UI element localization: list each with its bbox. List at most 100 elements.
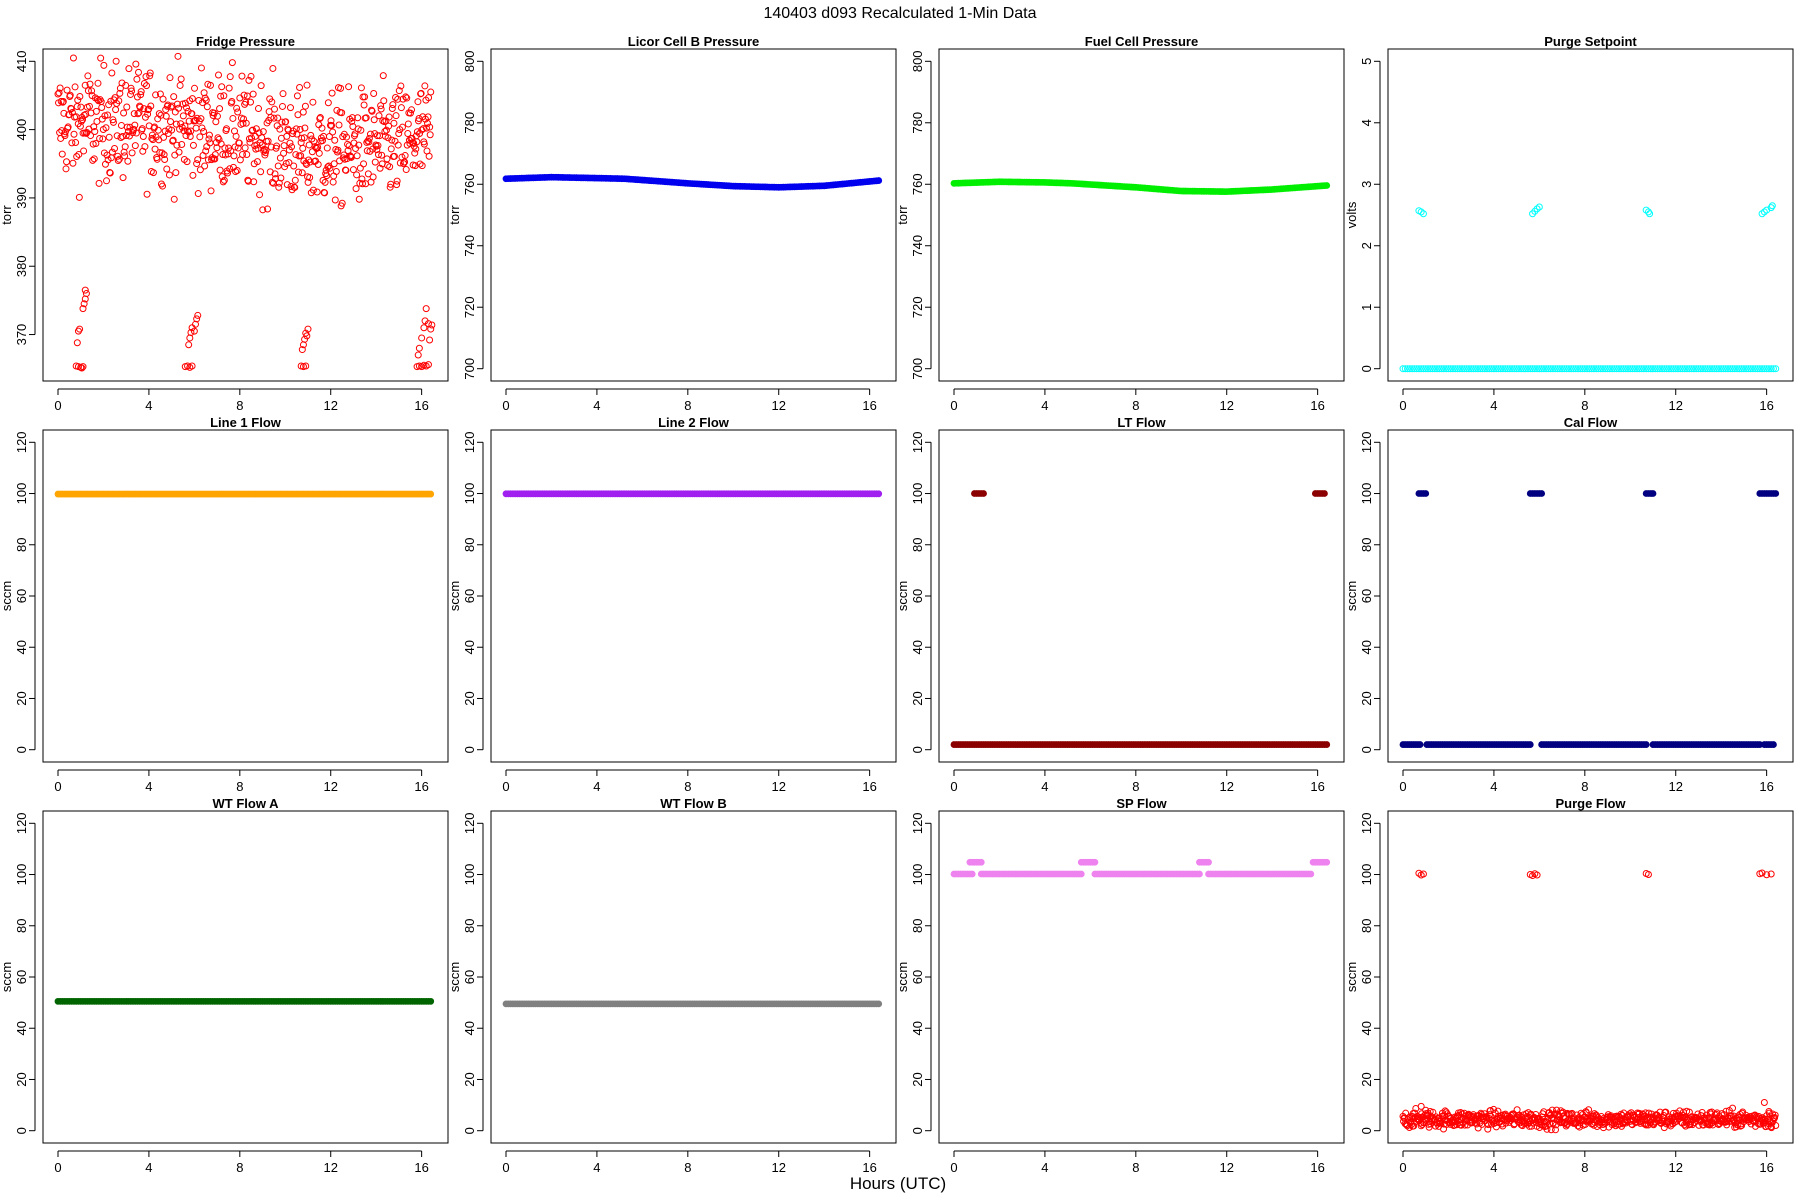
data-point <box>1547 365 1555 373</box>
y-tick-label: 2 <box>1359 242 1374 249</box>
data-point <box>68 139 76 147</box>
data-point <box>357 84 365 92</box>
panel-title: Fridge Pressure <box>196 34 295 49</box>
x-tick-label: 8 <box>684 1160 691 1175</box>
data-point <box>190 327 198 335</box>
data-point <box>416 130 424 138</box>
data-point <box>211 155 219 163</box>
data-point <box>1451 365 1459 373</box>
data-point <box>1669 365 1677 373</box>
data-point <box>1738 1122 1746 1130</box>
data-point <box>218 173 226 181</box>
data-point <box>268 98 276 106</box>
data-point <box>282 118 290 126</box>
data-point <box>370 116 378 124</box>
data-point <box>427 490 435 498</box>
data-point <box>276 125 284 133</box>
data-point <box>58 150 66 158</box>
data-point <box>149 169 157 177</box>
data-point <box>1644 365 1652 373</box>
data-point <box>97 54 105 62</box>
data-point <box>354 114 362 122</box>
data-point <box>418 162 426 170</box>
panel-title: Line 1 Flow <box>210 415 282 430</box>
data-point <box>1622 365 1630 373</box>
x-tick-label: 12 <box>1219 779 1233 794</box>
data-point <box>67 105 75 113</box>
data-point <box>171 108 179 116</box>
data-point <box>98 103 106 111</box>
data-point <box>275 183 283 191</box>
data-point <box>192 124 200 132</box>
data-point <box>242 119 250 127</box>
data-point <box>323 144 331 152</box>
data-point <box>259 206 267 214</box>
x-tick-label: 12 <box>323 398 337 413</box>
data-point <box>175 148 183 156</box>
data-point <box>313 188 321 196</box>
data-point <box>80 147 88 155</box>
data-point <box>1543 1125 1551 1133</box>
data-point <box>334 146 342 154</box>
data-point <box>1763 871 1771 879</box>
y-tick-label: 100 <box>14 864 29 886</box>
data-point <box>353 171 361 179</box>
data-marks <box>54 997 435 1005</box>
data-point <box>241 144 249 152</box>
data-point <box>395 130 403 137</box>
data-point <box>1656 365 1664 373</box>
data-point <box>120 109 128 117</box>
data-point <box>1426 365 1434 373</box>
data-point <box>161 156 169 164</box>
x-tick-label: 16 <box>1759 398 1773 413</box>
data-point <box>365 134 373 142</box>
data-point <box>404 130 412 138</box>
y-axis-label: sccm <box>447 962 462 992</box>
data-point <box>1715 365 1723 373</box>
data-point <box>418 126 426 134</box>
data-point <box>1626 365 1634 373</box>
data-point <box>109 118 117 126</box>
y-tick-label: 60 <box>1359 970 1374 984</box>
data-point <box>1458 365 1466 373</box>
data-point <box>115 97 123 105</box>
data-point <box>1597 365 1605 373</box>
data-point <box>146 72 154 80</box>
data-point <box>151 145 159 153</box>
y-tick-label: 80 <box>462 919 477 933</box>
data-point <box>211 151 219 159</box>
x-tick-label: 12 <box>1219 398 1233 413</box>
data-point <box>1569 365 1577 373</box>
data-point <box>427 88 435 96</box>
data-point <box>1660 365 1668 373</box>
data-point <box>85 102 93 110</box>
data-point <box>420 140 428 148</box>
x-tick-label: 12 <box>771 779 785 794</box>
data-point <box>398 123 406 131</box>
y-tick-label: 760 <box>462 173 477 195</box>
data-point <box>1422 490 1430 497</box>
data-point <box>1651 365 1659 373</box>
panel-title: Licor Cell B Pressure <box>628 34 760 49</box>
data-point <box>70 130 78 138</box>
data-point <box>178 141 186 149</box>
data-point <box>1517 365 1525 373</box>
panel-line-1-flow: Line 1 Flow sccm 0 4 8 12 16 0 20 40 60 80 100 120 <box>0 415 449 794</box>
data-point <box>215 135 223 143</box>
y-tick-label: 80 <box>14 919 29 933</box>
panel-title: SP Flow <box>1116 796 1167 811</box>
data-point <box>1492 365 1500 373</box>
data-point <box>194 311 202 319</box>
data-marks <box>502 490 883 498</box>
data-point <box>384 134 392 142</box>
data-point <box>135 68 143 76</box>
x-tick-label: 8 <box>236 779 243 794</box>
data-point <box>1594 365 1602 373</box>
x-tick-label: 16 <box>1310 1160 1324 1175</box>
data-point <box>127 84 135 92</box>
data-point <box>1533 365 1541 373</box>
data-point <box>1701 365 1709 373</box>
data-point <box>1469 365 1477 373</box>
data-point <box>283 132 291 140</box>
data-point <box>1722 365 1730 373</box>
